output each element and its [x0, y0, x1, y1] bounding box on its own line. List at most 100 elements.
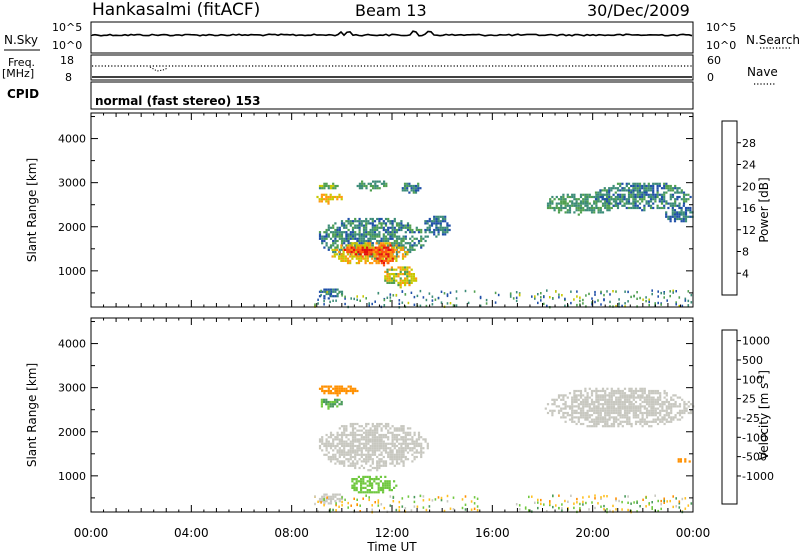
velocity-cell	[645, 414, 649, 417]
velocity-cell	[626, 420, 629, 423]
power-cell	[689, 215, 692, 218]
power-ground-cell	[440, 301, 443, 304]
power-cell	[401, 268, 404, 271]
power-cell	[566, 211, 569, 214]
velocity-cell	[562, 411, 565, 415]
power-cell	[673, 217, 677, 221]
velocity-cell	[386, 486, 389, 489]
power-cell	[321, 187, 324, 190]
power-cell	[327, 184, 330, 188]
velocity-cell	[340, 400, 343, 404]
power-cell	[389, 251, 392, 254]
velocity-cell	[634, 409, 638, 412]
power-cell	[680, 198, 683, 201]
power-cell	[348, 251, 351, 254]
velocity-cell	[604, 425, 607, 428]
velocity-label-exp: -1	[757, 375, 766, 383]
power-cell	[340, 224, 344, 227]
velocity-cell	[606, 411, 609, 415]
velocity-cell	[650, 409, 653, 412]
power-cell	[430, 231, 434, 234]
power-cell	[393, 242, 396, 245]
power-cell	[373, 220, 377, 223]
velocity-cell	[349, 447, 352, 450]
power-ground-cell	[377, 291, 380, 295]
power-cell	[318, 290, 322, 293]
power-cell	[614, 191, 617, 194]
velocity-cell	[601, 418, 605, 421]
velocity-cell	[566, 411, 569, 415]
velocity-cell	[420, 447, 423, 450]
velocity-cell	[373, 466, 377, 470]
velocity-cell	[650, 400, 653, 404]
power-cell	[676, 187, 679, 190]
velocity-cell	[336, 392, 339, 395]
velocity-cell	[606, 405, 609, 408]
power-cell	[336, 195, 339, 199]
velocity-cell	[676, 411, 679, 415]
power-cell	[382, 244, 386, 247]
velocity-cell	[564, 394, 567, 397]
power-cell	[557, 211, 561, 214]
power-cell	[439, 220, 442, 223]
power-cell	[603, 198, 606, 201]
velocity-cell	[334, 400, 337, 404]
velocity-ground-cell	[672, 495, 674, 498]
power-cell	[593, 195, 596, 199]
power-cell	[359, 248, 362, 251]
velocity-cell	[632, 405, 635, 408]
power-ground-cell	[455, 290, 458, 293]
velocity-cell	[417, 444, 421, 448]
power-cell	[605, 191, 609, 194]
velocity-cell	[595, 398, 598, 401]
date-title: 30/Dec/2009	[587, 1, 690, 20]
power-cell	[397, 251, 400, 254]
power-ground-cell	[678, 304, 681, 308]
velocity-cell	[575, 422, 578, 426]
velocity-cell	[590, 425, 594, 428]
power-cell	[656, 184, 659, 188]
velocity-cell	[404, 431, 407, 434]
power-cell	[428, 220, 431, 223]
velocity-cell	[579, 400, 583, 404]
y-tick-label: 1000	[58, 265, 86, 278]
power-cell	[606, 206, 609, 210]
velocity-ground-cell	[407, 495, 410, 498]
velocity-cell	[608, 403, 611, 406]
velocity-cell	[404, 438, 407, 441]
power-cell	[413, 231, 416, 234]
velocity-cell	[362, 458, 366, 461]
velocity-cell	[648, 394, 651, 397]
velocity-cell	[663, 389, 666, 393]
power-cell	[382, 259, 386, 262]
power-cell	[338, 228, 341, 232]
power-cell	[616, 206, 620, 210]
velocity-cell	[599, 394, 602, 397]
power-cell	[560, 209, 563, 212]
velocity-cell	[384, 475, 387, 478]
power-cell	[612, 198, 616, 201]
velocity-cell	[652, 405, 655, 408]
power-cell	[643, 204, 646, 207]
velocity-cell	[586, 416, 589, 419]
velocity-cell	[648, 396, 651, 399]
velocity-cell	[608, 392, 611, 395]
power-cell	[634, 202, 637, 205]
velocity-cell	[351, 429, 355, 432]
power-cell	[647, 193, 650, 196]
power-cell	[378, 248, 381, 251]
power-cell	[380, 244, 383, 247]
velocity-cell	[678, 409, 682, 412]
colorbar-tick-label: -100	[742, 431, 767, 444]
velocity-cell	[382, 436, 385, 439]
velocity-ground-cell	[657, 509, 659, 513]
power-cell	[680, 206, 683, 210]
power-cell	[422, 244, 425, 247]
power-cell	[399, 273, 402, 276]
velocity-cell	[564, 407, 567, 410]
velocity-cell	[608, 425, 611, 428]
velocity-ground-cell	[672, 505, 674, 509]
power-ground-cell	[401, 301, 404, 304]
power-cell	[334, 237, 337, 240]
velocity-cell	[582, 394, 585, 397]
